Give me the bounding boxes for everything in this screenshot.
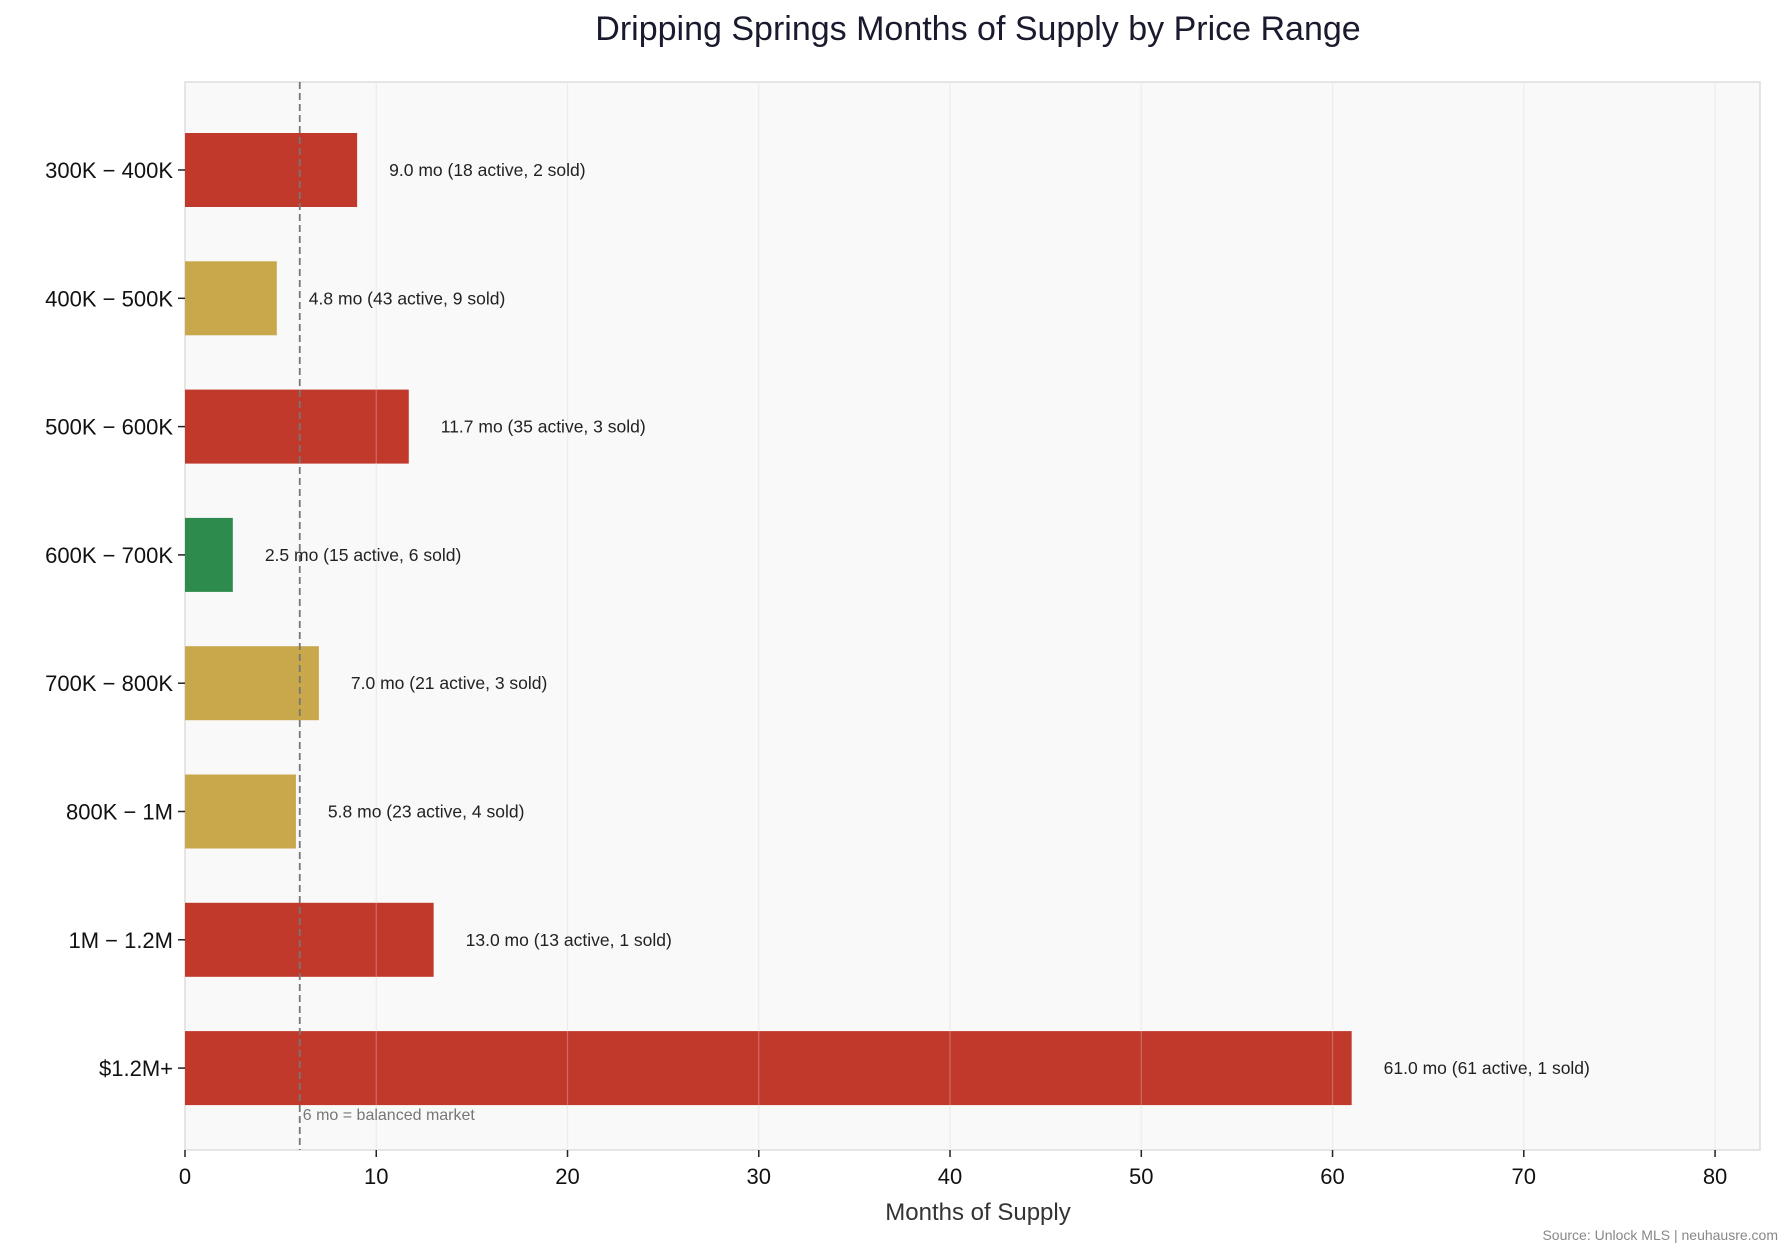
- x-axis-ticks: 0 10 20 30 40 50 60 70 80: [179, 1150, 1727, 1189]
- plot-area: [184, 81, 1761, 1151]
- data-label: 61.0 mo (61 active, 1 sold): [1384, 1058, 1590, 1078]
- x-tick-label: 40: [938, 1164, 962, 1189]
- y-tick-label: 500K − 600K: [45, 415, 173, 440]
- x-tick-label: 80: [1703, 1164, 1727, 1189]
- data-labels: 9.0 mo (18 active, 2 sold) 4.8 mo (43 act…: [265, 160, 1590, 1078]
- x-tick-label: 50: [1129, 1164, 1153, 1189]
- bar: [185, 1031, 1352, 1106]
- data-label: 2.5 mo (15 active, 6 sold): [265, 545, 461, 565]
- data-label: 7.0 mo (21 active, 3 sold): [351, 673, 547, 693]
- bar: [185, 646, 319, 721]
- x-tick-label: 60: [1320, 1164, 1344, 1189]
- y-tick-label: 400K − 500K: [45, 286, 173, 311]
- bar: [185, 517, 233, 592]
- data-label: 4.8 mo (43 active, 9 sold): [309, 288, 505, 308]
- x-axis-label: Months of Supply: [885, 1199, 1070, 1226]
- y-axis-ticks: 300K − 400K 400K − 500K 500K − 600K 600K − …: [45, 158, 185, 1081]
- data-label: 5.8 mo (23 active, 4 sold): [328, 802, 524, 822]
- x-tick-label: 70: [1512, 1164, 1536, 1189]
- bar: [185, 389, 409, 464]
- data-label: 9.0 mo (18 active, 2 sold): [389, 160, 585, 180]
- bars: [185, 82, 1716, 1150]
- y-tick-label: 600K − 700K: [45, 543, 173, 568]
- y-tick-label: 300K − 400K: [45, 158, 173, 183]
- bar: [185, 261, 277, 336]
- source-note: Source: Unlock MLS | neuhausre.com: [1542, 1227, 1778, 1243]
- x-tick-label: 0: [179, 1164, 191, 1189]
- balanced-market-label: 6 mo = balanced market: [303, 1107, 476, 1124]
- x-tick-label: 10: [364, 1164, 388, 1189]
- data-label: 13.0 mo (13 active, 1 sold): [466, 930, 672, 950]
- bar: [185, 902, 434, 977]
- y-tick-label: 800K − 1M: [66, 800, 173, 825]
- y-tick-label: 1M − 1.2M: [68, 928, 173, 953]
- y-tick-label: 700K − 800K: [45, 671, 173, 696]
- data-label: 11.7 mo (35 active, 3 sold): [441, 417, 646, 437]
- x-tick-label: 20: [555, 1164, 579, 1189]
- y-tick-label: $1.2M+: [99, 1056, 173, 1081]
- bar: [185, 774, 296, 849]
- bar: [185, 133, 358, 207]
- chart-title: Dripping Springs Months of Supply by Pri…: [595, 10, 1360, 48]
- reference-line-group: 6 mo = balanced market: [298, 82, 476, 1150]
- x-tick-label: 30: [747, 1164, 771, 1189]
